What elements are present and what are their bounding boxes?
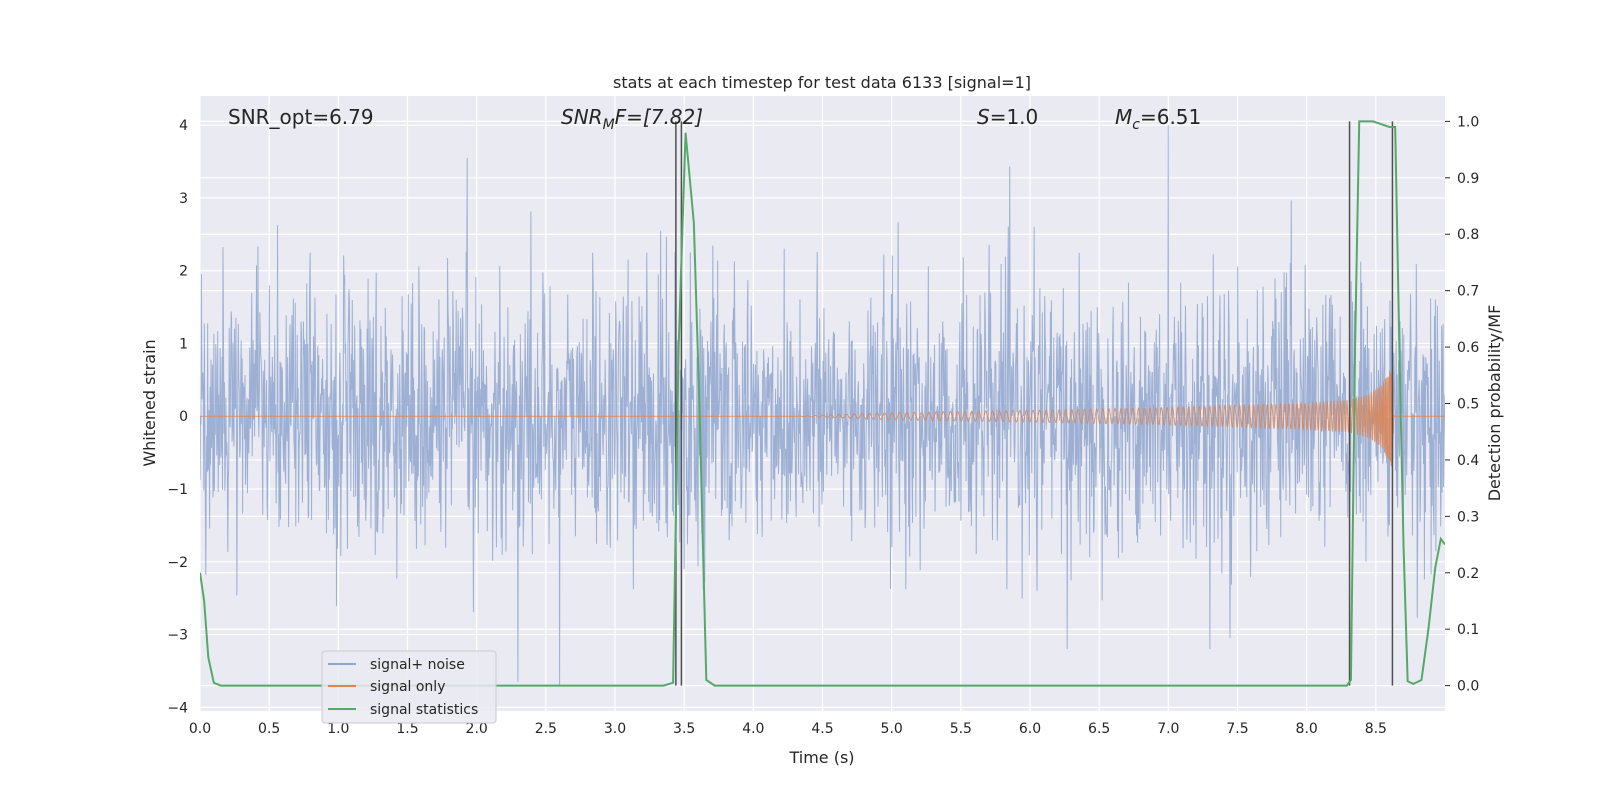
y-right-tick-label: 1.0: [1457, 114, 1479, 130]
legend-box: [321, 650, 497, 724]
y-left-tick-label: 0: [179, 409, 188, 425]
x-tick-label: 1.0: [327, 721, 349, 737]
y-right-tick-label: 0.8: [1457, 227, 1479, 243]
line-signal-only: [200, 370, 1445, 468]
series-signal-plus-noise: [200, 125, 1445, 686]
x-tick-label: 8.0: [1296, 721, 1318, 737]
annotation-mc-base: M: [1115, 105, 1132, 129]
annotation-s-var: S: [977, 105, 990, 129]
annotation-snr-mf-base: SNR: [561, 105, 603, 129]
y-right-tick-label: 0.6: [1457, 340, 1479, 356]
x-tick-label: 7.0: [1157, 721, 1179, 737]
chart-title: stats at each timestep for test data 613…: [613, 73, 1031, 92]
line-signal-statistics: [200, 120, 1445, 687]
x-tick-label: 4.0: [742, 721, 764, 737]
series-signal-statistics: [200, 120, 1445, 687]
y-left-tick-label: −2: [167, 555, 188, 571]
x-tick-label: 4.5: [811, 721, 833, 737]
x-tick-label: 5.0: [881, 721, 903, 737]
y-right-tick-label: 0.0: [1457, 679, 1479, 695]
y-right-tick-label: 0.9: [1457, 171, 1479, 187]
y-left-tick-label: 2: [179, 264, 188, 280]
x-tick-label: 0.0: [189, 721, 211, 737]
legend-label-signal-only: signal only: [370, 679, 445, 695]
y-right-axis-ticks: 0.0 0.1 0.2 0.3 0.4 0.5 0.6 0.7 0.8 0.9 1.0: [1445, 114, 1479, 695]
y-left-tick-label: −3: [167, 628, 188, 644]
y-left-tick-label: 3: [179, 191, 188, 207]
legend-label-signal-statistics: signal statistics: [370, 702, 478, 718]
annotation-snr-mf: SNRMF=[7.82]: [561, 105, 703, 133]
legend-label-signal-plus-noise: signal+ noise: [370, 657, 465, 673]
y-right-tick-label: 0.1: [1457, 622, 1479, 638]
line-signal-plus-noise: [200, 125, 1445, 686]
y-right-axis-label: Detection probability/MF: [1485, 305, 1504, 502]
x-tick-label: 2.5: [535, 721, 557, 737]
x-tick-label: 8.5: [1365, 721, 1387, 737]
x-tick-label: 6.0: [1019, 721, 1041, 737]
x-tick-label: 2.0: [466, 721, 488, 737]
x-tick-label: 7.5: [1226, 721, 1248, 737]
x-tick-label: 0.5: [258, 721, 280, 737]
annotation-s-tail: =1.0: [990, 105, 1039, 129]
annotation-mc-sub: c: [1132, 117, 1140, 133]
x-tick-label: 5.5: [950, 721, 972, 737]
y-left-tick-label: 1: [179, 336, 188, 352]
legend: signal+ noise signal only signal statist…: [321, 650, 497, 724]
detection-markers: [675, 121, 1394, 686]
annotation-mc: Mc=6.51: [1115, 105, 1201, 133]
y-left-tick-label: −1: [167, 482, 188, 498]
y-right-tick-label: 0.2: [1457, 566, 1479, 582]
y-right-tick-label: 0.5: [1457, 397, 1479, 413]
y-left-tick-label: 4: [179, 118, 188, 134]
y-right-tick-label: 0.7: [1457, 284, 1479, 300]
y-left-tick-label: −4: [167, 700, 188, 716]
x-tick-label: 3.0: [604, 721, 626, 737]
x-tick-label: 1.5: [396, 721, 418, 737]
y-left-axis-ticks: −4 −3 −2 −1 0 1 2 3 4: [167, 118, 188, 716]
x-axis-label: Time (s): [788, 748, 854, 767]
annotation-snr-opt: SNR_opt=6.79: [228, 105, 374, 129]
y-right-tick-label: 0.3: [1457, 509, 1479, 525]
x-tick-label: 3.5: [673, 721, 695, 737]
annotation-snr-mf-sub: M: [603, 117, 615, 133]
annotation-snr-mf-tail: F=[7.82]: [615, 105, 703, 129]
x-tick-label: 6.5: [1088, 721, 1110, 737]
annotation-s: S=1.0: [977, 105, 1038, 129]
annotation-mc-tail: =6.51: [1140, 105, 1201, 129]
series-signal-only: [200, 370, 1445, 468]
y-left-axis-label: Whitened strain: [140, 339, 159, 466]
x-axis-ticks: 0.0 0.5 1.0 1.5 2.0 2.5 3.0 3.5 4.0 4.5 5.0 5.5 6.0 6…: [189, 721, 1387, 737]
y-right-tick-label: 0.4: [1457, 453, 1479, 469]
